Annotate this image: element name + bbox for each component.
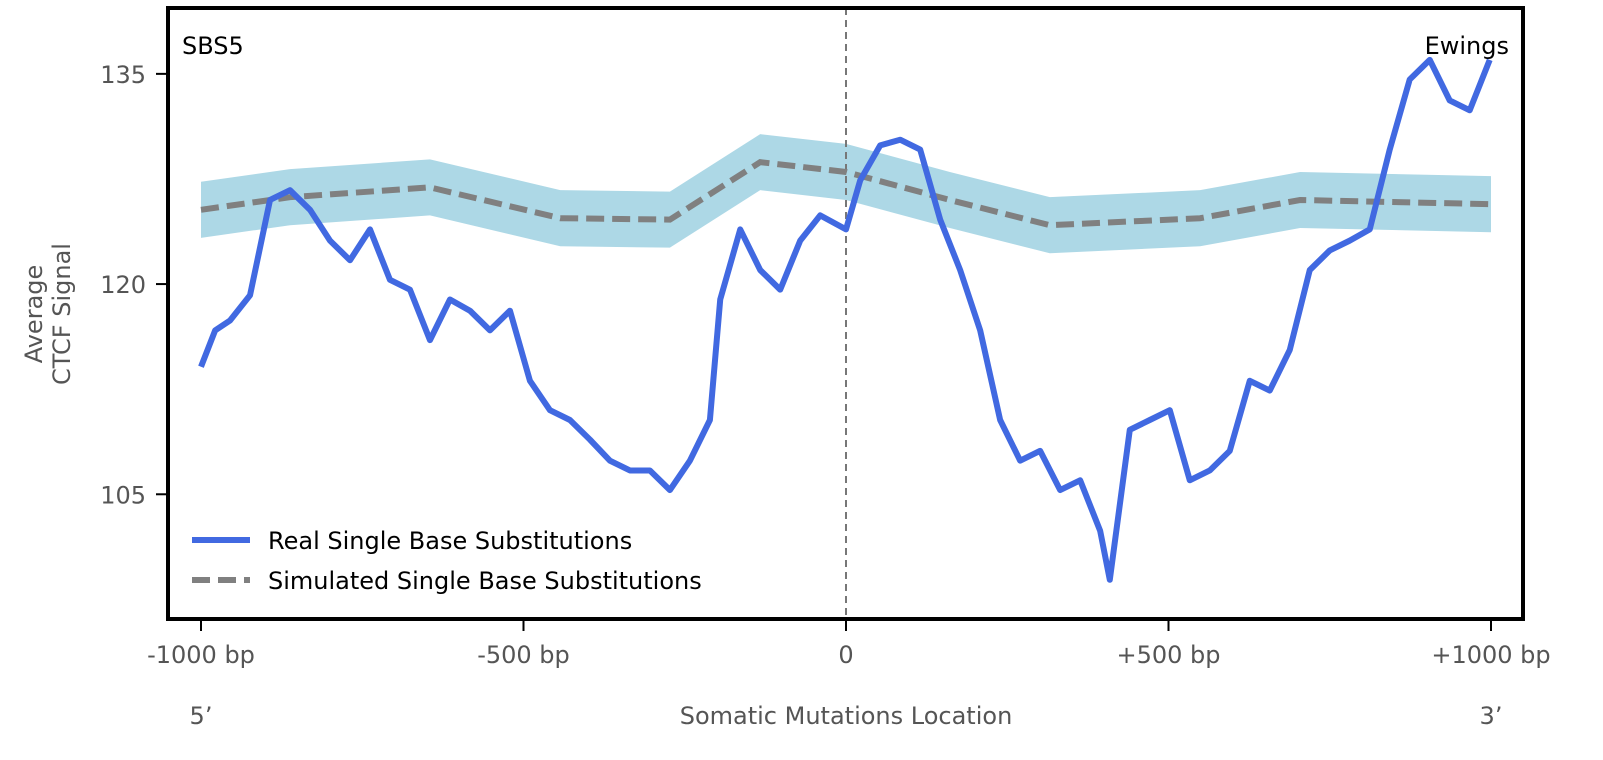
legend-label-simulated: Simulated Single Base Substitutions	[268, 567, 702, 595]
legend-label-real: Real Single Base Substitutions	[268, 527, 632, 555]
y-axis-label-line1: Average	[20, 265, 48, 364]
plot-frame	[166, 6, 1525, 621]
x-axis-label: Somatic Mutations Location	[680, 702, 1013, 730]
signature-annotation: SBS5	[182, 32, 244, 60]
real-series-line	[198, 56, 1493, 583]
x-tick-label: +500 bp	[1116, 641, 1220, 669]
x-tick-label: -1000 bp	[147, 641, 255, 669]
y-axis: 105 120 135	[100, 61, 166, 509]
three-prime-label: 3’	[1480, 702, 1503, 730]
x-tick-label: -500 bp	[477, 641, 570, 669]
x-tick-label: +1000 bp	[1431, 641, 1550, 669]
y-axis-label-line2: CTCF Signal	[48, 243, 76, 385]
plot-area	[198, 8, 1493, 619]
cancer-type-annotation: Ewings	[1425, 32, 1509, 60]
y-tick-label: 120	[100, 271, 146, 299]
simulated-series-line	[200, 159, 1492, 229]
x-tick-label: 0	[838, 641, 853, 669]
y-tick-label: 105	[100, 481, 146, 509]
five-prime-label: 5’	[190, 702, 213, 730]
y-tick-label: 135	[100, 61, 146, 89]
x-axis: -1000 bp -500 bp 0 +500 bp +1000 bp	[147, 621, 1551, 669]
legend: Real Single Base Substitutions Simulated…	[192, 527, 702, 595]
